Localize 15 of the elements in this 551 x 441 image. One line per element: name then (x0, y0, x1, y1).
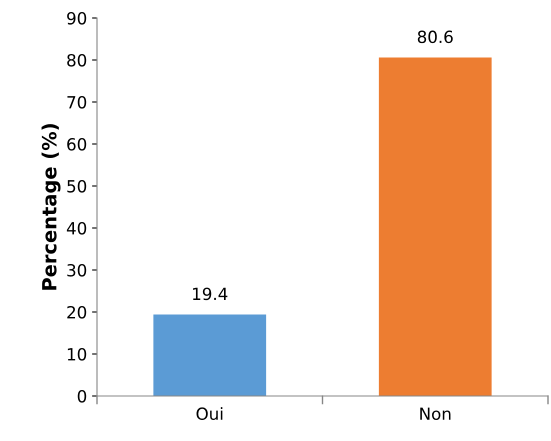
y-tick-label: 40 (66, 222, 86, 235)
y-tick-label: 30 (67, 264, 86, 277)
data-label: 19.4 (193, 288, 228, 300)
data-label: 80.6 (418, 30, 453, 44)
y-tick-label: 50 (67, 180, 86, 193)
y-tick-label: 70 (67, 96, 86, 109)
y-tick-label: 20 (67, 306, 86, 319)
y-tick-label: 10 (68, 348, 86, 361)
y-tick-label: 80 (67, 54, 86, 67)
y-tick-label: 90 (67, 12, 86, 25)
y-tick-label: 0 (78, 390, 86, 403)
y-tick-label: 60 (67, 138, 86, 151)
x-tick-label: Non (420, 408, 450, 420)
y-axis-title: Percentage (%) (42, 124, 61, 290)
x-tick-label: Oui (196, 407, 222, 420)
